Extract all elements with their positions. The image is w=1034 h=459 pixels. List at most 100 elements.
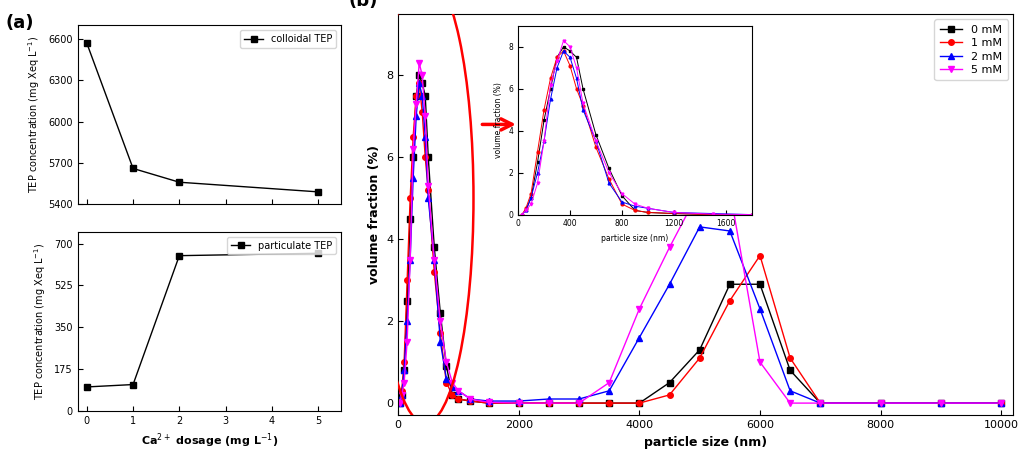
1 mM <box>724 298 736 303</box>
1 mM <box>394 400 406 406</box>
0 mM <box>573 400 585 406</box>
5 mM <box>875 400 887 406</box>
0 mM <box>447 392 459 397</box>
1 mM <box>694 355 706 361</box>
5 mM <box>464 396 477 402</box>
2 mM <box>394 400 406 406</box>
0 mM <box>416 81 428 86</box>
2 mM <box>404 257 417 263</box>
0 mM <box>694 347 706 353</box>
Y-axis label: TEP concentration (mg Xeq L$^{-1}$): TEP concentration (mg Xeq L$^{-1}$) <box>33 243 49 400</box>
5 mM <box>603 380 615 386</box>
5 mM <box>513 400 525 406</box>
0 mM <box>814 400 826 406</box>
1 mM <box>875 400 887 406</box>
0 mM <box>419 93 431 99</box>
5 mM <box>482 399 494 405</box>
2 mM <box>416 93 428 99</box>
5 mM <box>394 400 406 406</box>
1 mM <box>398 359 410 365</box>
5 mM <box>452 388 464 393</box>
2 mM <box>995 400 1007 406</box>
0 mM <box>482 400 494 406</box>
1 mM <box>664 392 676 397</box>
1 mM <box>407 134 420 140</box>
0 mM <box>603 400 615 406</box>
1 mM <box>482 400 494 406</box>
0 mM <box>513 400 525 406</box>
Y-axis label: TEP concentration (mg Xeq L$^{-1}$): TEP concentration (mg Xeq L$^{-1}$) <box>27 36 42 193</box>
1 mM <box>603 400 615 406</box>
5 mM <box>664 245 676 250</box>
2 mM <box>410 113 423 119</box>
2 mM <box>440 376 453 381</box>
Text: (b): (b) <box>348 0 378 10</box>
1 mM <box>410 93 423 99</box>
0 mM <box>724 281 736 287</box>
0 mM <box>428 245 440 250</box>
1 mM <box>633 400 645 406</box>
0 mM <box>784 368 796 373</box>
X-axis label: particle size (nm): particle size (nm) <box>644 436 767 449</box>
1 mM <box>440 380 453 386</box>
1 mM <box>543 400 555 406</box>
Line: 0 mM: 0 mM <box>397 73 1004 406</box>
0 mM <box>395 392 407 397</box>
1 mM <box>784 355 796 361</box>
Line: 1 mM: 1 mM <box>397 81 1004 406</box>
5 mM <box>543 400 555 406</box>
1 mM <box>464 398 477 404</box>
0 mM <box>464 398 477 404</box>
2 mM <box>724 228 736 234</box>
5 mM <box>434 319 447 324</box>
Legend: colloidal TEP: colloidal TEP <box>240 30 336 48</box>
2 mM <box>633 335 645 340</box>
2 mM <box>413 81 425 86</box>
0 mM <box>440 364 453 369</box>
5 mM <box>447 380 459 386</box>
2 mM <box>875 400 887 406</box>
5 mM <box>419 113 431 119</box>
2 mM <box>573 396 585 402</box>
1 mM <box>935 400 947 406</box>
1 mM <box>434 330 447 336</box>
5 mM <box>395 392 407 397</box>
1 mM <box>995 400 1007 406</box>
2 mM <box>447 384 459 389</box>
5 mM <box>633 306 645 312</box>
1 mM <box>401 277 414 283</box>
1 mM <box>447 392 459 397</box>
Y-axis label: volume fraction (%): volume fraction (%) <box>367 145 381 284</box>
2 mM <box>407 175 420 180</box>
2 mM <box>664 281 676 287</box>
0 mM <box>995 400 1007 406</box>
0 mM <box>754 281 766 287</box>
0 mM <box>452 396 464 402</box>
0 mM <box>401 298 414 303</box>
5 mM <box>724 187 736 193</box>
1 mM <box>413 81 425 86</box>
1 mM <box>814 400 826 406</box>
0 mM <box>410 93 423 99</box>
2 mM <box>513 398 525 404</box>
0 mM <box>935 400 947 406</box>
1 mM <box>428 269 440 274</box>
1 mM <box>419 154 431 160</box>
5 mM <box>416 73 428 78</box>
5 mM <box>573 400 585 406</box>
5 mM <box>401 339 414 344</box>
0 mM <box>875 400 887 406</box>
2 mM <box>754 306 766 312</box>
1 mM <box>573 400 585 406</box>
2 mM <box>603 388 615 393</box>
5 mM <box>410 101 423 106</box>
2 mM <box>543 396 555 402</box>
Text: (a): (a) <box>5 14 34 32</box>
2 mM <box>814 400 826 406</box>
0 mM <box>633 400 645 406</box>
0 mM <box>664 380 676 386</box>
5 mM <box>407 146 420 152</box>
5 mM <box>413 60 425 66</box>
1 mM <box>452 396 464 402</box>
5 mM <box>694 187 706 193</box>
